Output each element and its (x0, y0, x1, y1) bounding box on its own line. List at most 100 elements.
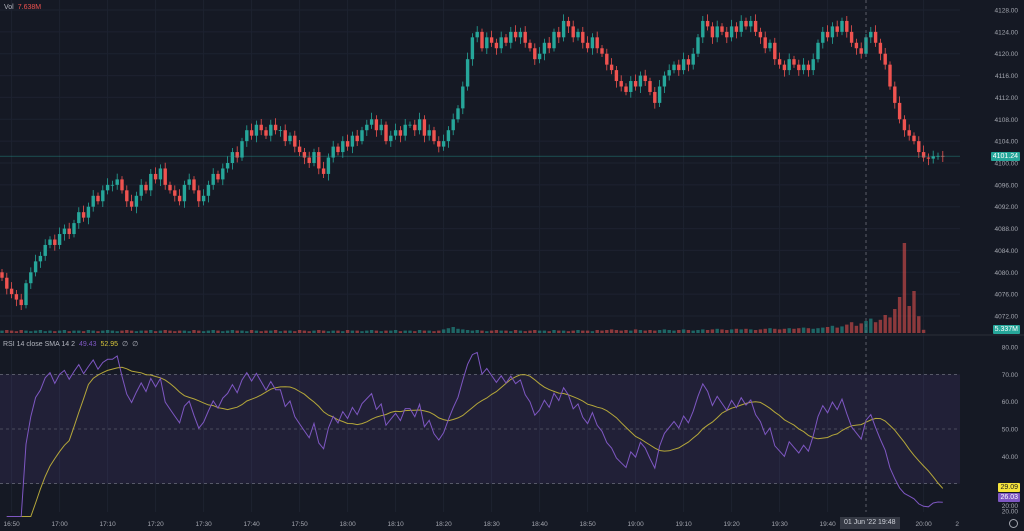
candle-body (792, 59, 796, 65)
price-axis-label: 4124.00 (995, 29, 1019, 36)
volume-bar (907, 306, 911, 333)
time-axis-label: 19:10 (675, 521, 692, 528)
volume-bar (331, 330, 335, 333)
volume-bar (187, 331, 191, 333)
time-axis-label: 19:30 (771, 521, 788, 528)
volume-bar (393, 330, 398, 333)
time-axis-label: 17:20 (147, 521, 164, 528)
rsi-axis-label: 70.00 (1002, 372, 1019, 379)
rsi-axis-label: 20.00 (1002, 509, 1019, 516)
volume-bar (134, 331, 139, 333)
volume-bar (317, 330, 321, 333)
volume-bar (648, 330, 652, 333)
rsi-axis-label: 60.00 (1002, 399, 1019, 406)
candle-body (62, 228, 67, 235)
volume-bar (509, 331, 513, 333)
volume-bar (86, 330, 91, 333)
rsi-sma-line (6, 366, 944, 517)
volume-bar (365, 330, 369, 333)
candle-body (192, 179, 196, 191)
candle-body (374, 119, 379, 131)
volume-bar (369, 330, 374, 333)
rsi-legend: RSI 14 close SMA 14 2 49.43 52.95 ∅ ∅ (3, 340, 138, 349)
volume-bar (600, 330, 604, 333)
candle-body (696, 37, 700, 54)
candle-body (149, 173, 153, 191)
volume-bar (825, 327, 830, 333)
candle-body (897, 102, 902, 120)
volume-bar (816, 328, 820, 333)
candle-body (38, 255, 43, 262)
candle-body (629, 81, 633, 92)
volume-bar (523, 331, 527, 333)
volume-bar (782, 328, 787, 333)
candle-body (177, 195, 182, 202)
volume-bar (206, 330, 211, 333)
volume-bar (125, 330, 129, 333)
candle-body (312, 152, 316, 163)
volume-bar (921, 329, 926, 333)
candle-body (513, 31, 518, 38)
volume-bar (245, 331, 249, 333)
candle-body (662, 75, 667, 87)
candle-body (432, 130, 436, 142)
candle-body (917, 141, 921, 153)
rsi-axis-label: 80.00 (1002, 345, 1019, 352)
candle-body (240, 141, 244, 158)
volume-bar (547, 331, 551, 333)
candle-body (749, 20, 753, 27)
price-axis-label: 4076.00 (995, 292, 1019, 299)
candle-body (614, 70, 619, 82)
volume-bar (753, 330, 758, 333)
candle-body (350, 135, 355, 147)
volume-bar (38, 330, 43, 333)
price-axis-label: 4128.00 (995, 8, 1019, 15)
candle-body (638, 75, 643, 87)
candle-body (235, 152, 239, 158)
time-axis-label: 18:50 (579, 521, 596, 528)
volume-bar (201, 331, 206, 333)
candle-body (893, 86, 897, 103)
volume-bar (739, 329, 743, 333)
volume-bar (609, 329, 614, 333)
candle-body (701, 20, 705, 38)
volume-bar (355, 330, 359, 333)
price-axis-label: 4092.00 (995, 204, 1019, 211)
rsi-legend-extra-1: ∅ (122, 341, 129, 348)
candle-body (677, 64, 681, 71)
candle-body (182, 184, 187, 202)
candle-body (417, 119, 422, 131)
candle-body (605, 53, 609, 65)
volume-bar (283, 330, 287, 333)
settings-gear-icon[interactable] (1009, 519, 1018, 528)
volume-bar (29, 331, 33, 333)
candle-body (413, 124, 417, 131)
volume-bar (513, 330, 518, 333)
volume-bar (811, 328, 815, 333)
volume-bar (379, 331, 383, 333)
time-axis-label: 19:20 (723, 521, 740, 528)
volume-bar (840, 326, 844, 333)
volume-bar (384, 330, 388, 333)
candle-body (245, 130, 249, 142)
volume-bar (561, 330, 566, 333)
candle-body (67, 228, 71, 235)
price-axis-label: 4112.00 (995, 95, 1018, 102)
candle-body (456, 108, 460, 120)
volume-bar (264, 330, 268, 333)
candle-body (485, 37, 489, 49)
candle-body (657, 86, 662, 103)
candle-body (216, 173, 220, 180)
candle-body (494, 42, 499, 49)
candle-body (101, 190, 105, 202)
candle-body (451, 119, 455, 131)
candle-body (283, 130, 287, 142)
candle-body (446, 130, 451, 142)
candle-body (523, 31, 527, 43)
volume-bar (897, 297, 902, 333)
candle-body (840, 20, 844, 32)
candle-body (869, 31, 873, 38)
candle-body (499, 37, 503, 49)
volume-bar (701, 329, 705, 333)
